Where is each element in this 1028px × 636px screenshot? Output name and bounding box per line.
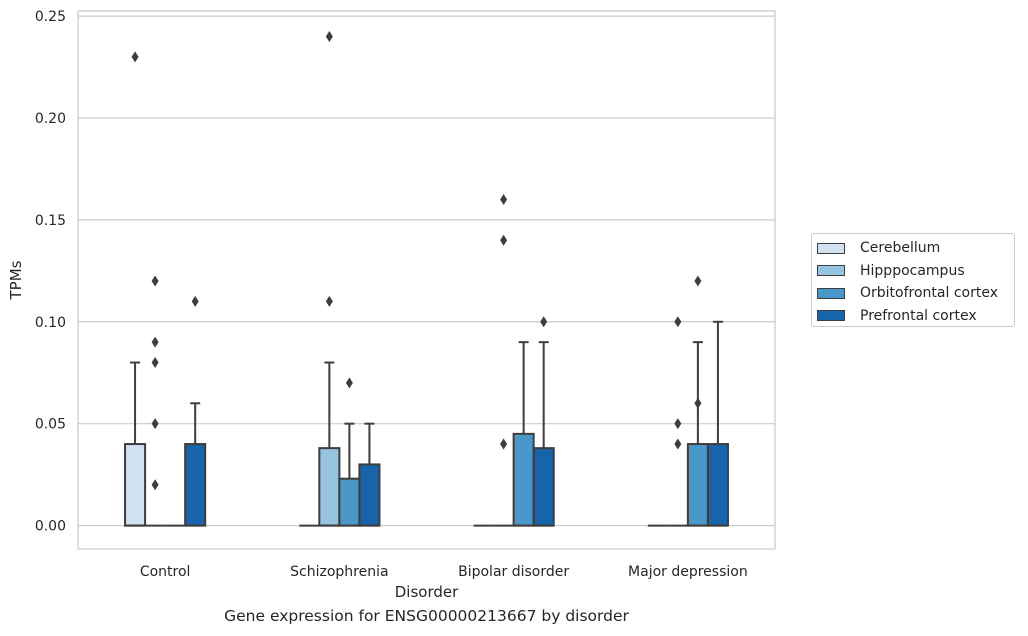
legend: Cerebellum Hipppocampus Orbitofrontal cort… (811, 233, 1015, 327)
y-axis-ticks: 0.00 0.05 0.10 0.15 0.20 0.25 (35, 9, 66, 534)
x-tick-label: Schizophrenia (290, 564, 388, 580)
y-tick-label: 0.20 (35, 111, 66, 127)
outlier-point (325, 295, 333, 307)
legend-item: Hipppocampus (817, 260, 1014, 283)
outlier-point (694, 275, 702, 287)
box-group (667, 316, 688, 527)
box-group (338, 377, 361, 527)
x-tick-label: Control (140, 564, 191, 580)
outlier-point (151, 418, 159, 430)
box-group (358, 422, 381, 527)
box-group (686, 275, 709, 527)
box (184, 443, 207, 527)
y-axis-label: TPMs (7, 260, 25, 300)
x-axis-label: Disorder (395, 583, 459, 601)
chart-caption: Gene expression for ENSG00000213667 by d… (224, 607, 629, 625)
outlier-point (151, 275, 159, 287)
outlier-point (151, 357, 159, 369)
box-group (706, 320, 729, 527)
box (706, 443, 729, 527)
y-tick-label: 0.00 (35, 519, 66, 535)
outlier-point (151, 479, 159, 491)
outlier-point (325, 30, 333, 42)
legend-label: Cerebellum (860, 240, 941, 257)
x-axis-ticks: Control Schizophrenia Bipolar disorder Majo… (140, 564, 748, 580)
x-tick-label: Bipolar disorder (458, 564, 569, 580)
gridlines (78, 15, 775, 527)
box (338, 477, 361, 527)
boxes (124, 30, 729, 527)
outlier-point (674, 438, 682, 450)
box-group (532, 316, 555, 527)
box (686, 443, 709, 527)
outlier-point (191, 295, 199, 307)
box (358, 463, 381, 527)
box-group (145, 275, 166, 527)
legend-swatch (817, 287, 845, 299)
legend-item: Orbitofrontal cortex (817, 282, 1014, 305)
y-tick-label: 0.10 (35, 315, 66, 331)
box (532, 447, 555, 527)
box-group (124, 51, 147, 527)
outlier-point (674, 316, 682, 328)
legend-swatch (817, 242, 845, 254)
legend-swatch (817, 265, 845, 277)
outlier-point (694, 397, 702, 409)
box-group (318, 30, 341, 527)
legend-item: Cerebellum (817, 237, 1014, 260)
box-group (512, 341, 535, 527)
box (512, 432, 535, 527)
plot-frame (77, 10, 776, 550)
box (318, 447, 341, 527)
outlier-point (500, 194, 508, 206)
y-tick-label: 0.25 (35, 9, 66, 25)
outlier-point (540, 316, 548, 328)
legend-item: Prefrontal cortex (817, 305, 1014, 328)
outlier-point (500, 438, 508, 450)
outlier-point (674, 418, 682, 430)
box (124, 443, 147, 527)
x-tick-label: Major depression (628, 564, 748, 580)
outlier-point (500, 234, 508, 246)
box-group (493, 194, 514, 527)
y-tick-label: 0.05 (35, 417, 66, 433)
legend-swatch (817, 310, 845, 322)
outlier-point (151, 336, 159, 348)
outlier-point (345, 377, 353, 389)
outlier-point (131, 51, 139, 63)
legend-label: Orbitofrontal cortex (860, 285, 998, 302)
y-tick-label: 0.15 (35, 213, 66, 229)
legend-label: Hipppocampus (860, 262, 965, 279)
box-group (184, 295, 207, 527)
legend-label: Prefrontal cortex (860, 307, 977, 324)
